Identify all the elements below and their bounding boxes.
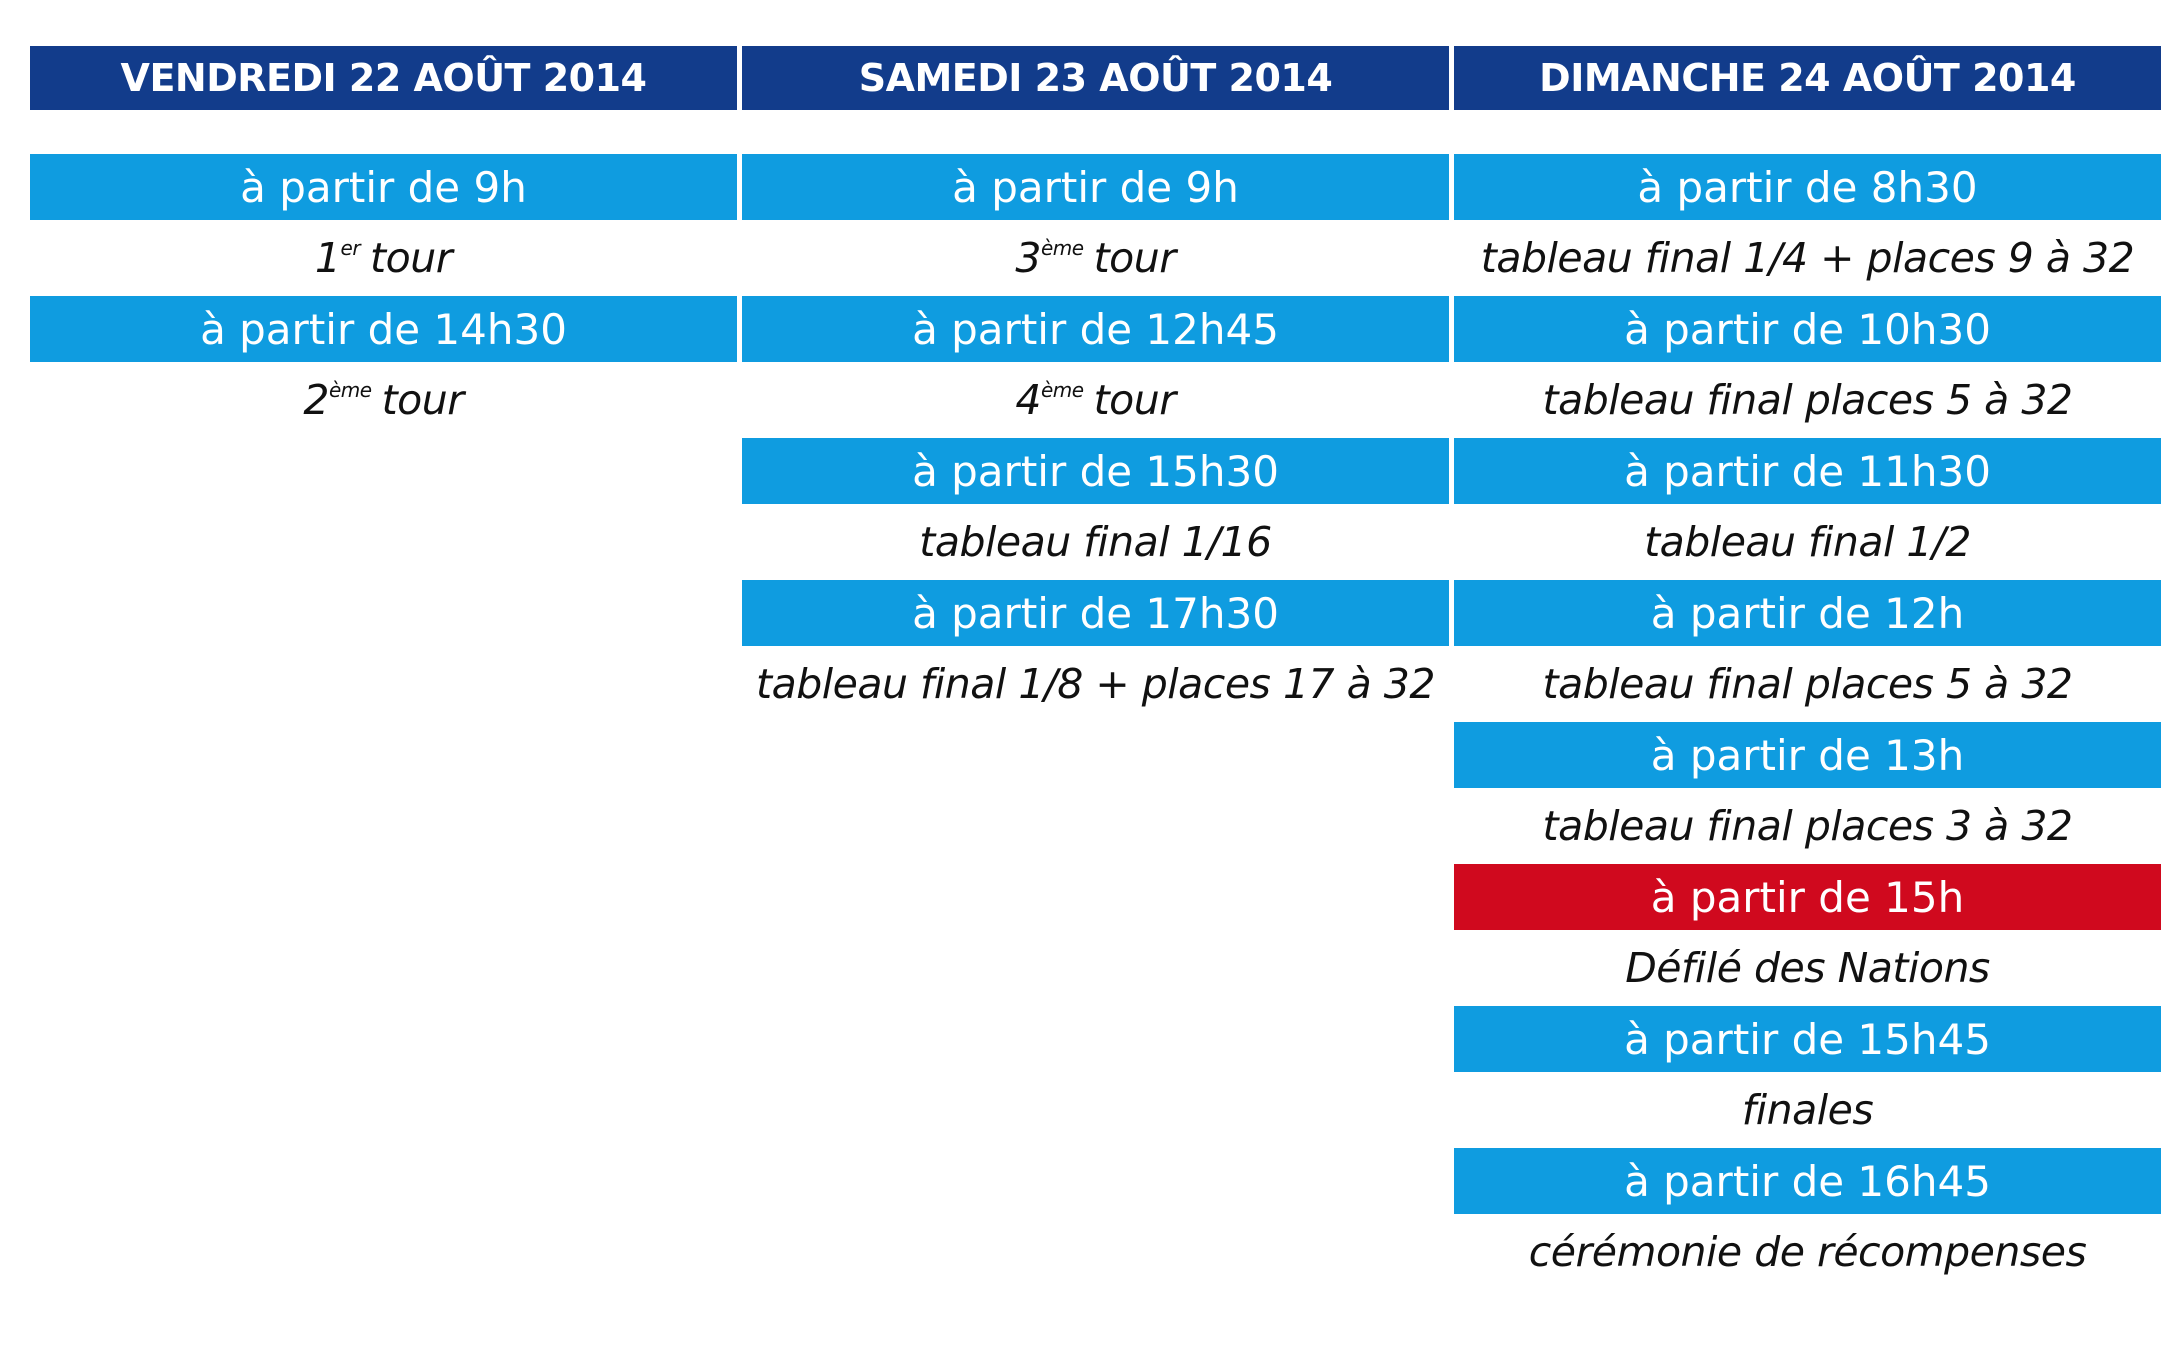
- event-label: tableau final places 3 à 32: [1542, 802, 2074, 850]
- day-header: DIMANCHE 24 AOÛT 2014: [1454, 46, 2161, 110]
- day-column-saturday: SAMEDI 23 AOÛT 2014 à partir de 9h 3 ème t…: [742, 46, 1449, 1290]
- round-ordinal-suffix: ème: [1040, 236, 1084, 260]
- day-header: VENDREDI 22 AOÛT 2014: [30, 46, 737, 110]
- time-bar: à partir de 14h30: [30, 296, 737, 362]
- day-column-friday: VENDREDI 22 AOÛT 2014 à partir de 9h 1 er…: [30, 46, 737, 1290]
- event-label: 2 ème tour: [30, 362, 737, 438]
- event-label: tableau final 1/8 + places 17 à 32: [756, 660, 1435, 708]
- event-label: 3 ème tour: [742, 220, 1449, 296]
- event-label: Défilé des Nations: [1625, 944, 1990, 992]
- event-label: 4 ème tour: [742, 362, 1449, 438]
- event-label: finales: [1741, 1086, 1874, 1134]
- header-spacer: [742, 110, 1449, 154]
- day-column-sunday: DIMANCHE 24 AOÛT 2014 à partir de 8h30 t…: [1454, 46, 2161, 1290]
- schedule-table: VENDREDI 22 AOÛT 2014 à partir de 9h 1 er…: [30, 46, 2161, 1290]
- event-label: tableau final 1/2: [1644, 518, 1971, 566]
- event-text: tour: [370, 234, 453, 282]
- time-bar: à partir de 9h: [30, 154, 737, 220]
- round-number: 4: [1015, 376, 1041, 424]
- event-text: tour: [1093, 376, 1177, 424]
- event-label: tableau final places 5 à 32: [1542, 376, 2074, 424]
- time-bar: à partir de 12h: [1454, 580, 2161, 646]
- time-bar: à partir de 16h45: [1454, 1148, 2161, 1214]
- header-spacer: [30, 110, 737, 154]
- event-label: 1 er tour: [30, 220, 737, 296]
- event-label: tableau final 1/16: [919, 518, 1272, 566]
- day-header: SAMEDI 23 AOÛT 2014: [742, 46, 1449, 110]
- time-bar-highlight: à partir de 15h: [1454, 864, 2161, 930]
- header-spacer: [1454, 110, 2161, 154]
- event-label: tableau final places 5 à 32: [1542, 660, 2074, 708]
- time-bar: à partir de 15h45: [1454, 1006, 2161, 1072]
- round-number: 1: [314, 234, 341, 282]
- event-label: cérémonie de récompenses: [1528, 1228, 2087, 1276]
- time-bar: à partir de 13h: [1454, 722, 2161, 788]
- event-label: tableau final 1/4 + places 9 à 32: [1480, 234, 2135, 282]
- round-ordinal-suffix: ème: [328, 378, 372, 402]
- round-ordinal-suffix: er: [340, 236, 361, 260]
- time-bar: à partir de 12h45: [742, 296, 1449, 362]
- time-bar: à partir de 10h30: [1454, 296, 2161, 362]
- round-ordinal-suffix: ème: [1040, 378, 1084, 402]
- time-bar: à partir de 11h30: [1454, 438, 2161, 504]
- time-bar: à partir de 9h: [742, 154, 1449, 220]
- event-text: tour: [381, 376, 465, 424]
- time-bar: à partir de 8h30: [1454, 154, 2161, 220]
- time-bar: à partir de 17h30: [742, 580, 1449, 646]
- round-number: 2: [303, 376, 329, 424]
- time-bar: à partir de 15h30: [742, 438, 1449, 504]
- event-text: tour: [1093, 234, 1177, 282]
- round-number: 3: [1015, 234, 1041, 282]
